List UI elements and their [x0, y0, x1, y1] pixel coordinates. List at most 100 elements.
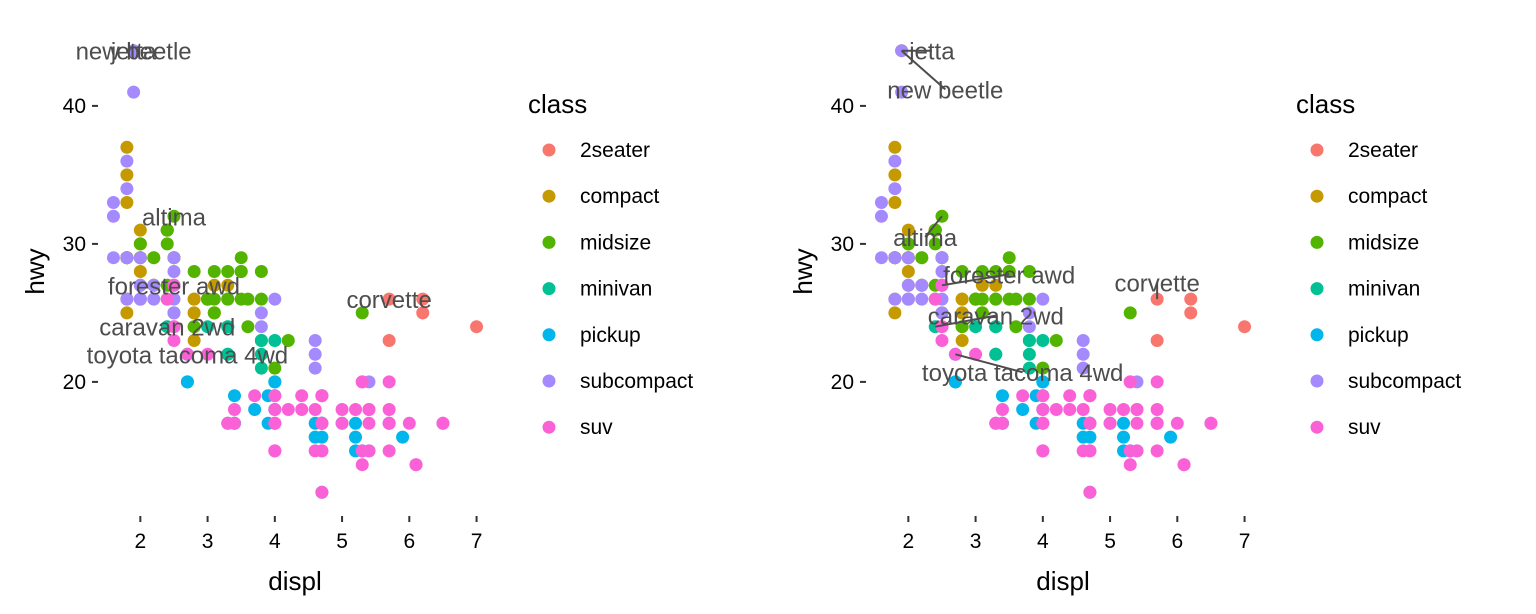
- data-point-2seater: [1238, 320, 1252, 334]
- data-point-midsize: [975, 306, 989, 320]
- data-point-subcompact: [308, 347, 322, 361]
- data-point-midsize: [241, 320, 255, 334]
- data-point-suv: [995, 416, 1009, 430]
- data-point-suv: [1177, 458, 1191, 472]
- data-point-suv: [362, 403, 376, 416]
- data-point-subcompact: [874, 251, 888, 265]
- data-point-suv: [1083, 389, 1097, 403]
- data-point-2seater: [470, 320, 484, 334]
- data-point-suv: [1130, 444, 1144, 458]
- data-point-suv: [928, 292, 942, 306]
- data-point-pickup: [308, 430, 322, 444]
- data-point-midsize: [187, 320, 201, 334]
- car-label: altima: [893, 225, 958, 252]
- data-point-suv: [248, 389, 262, 403]
- data-point-pickup: [1036, 375, 1050, 389]
- legend-label-subcompact: subcompact: [580, 370, 693, 393]
- data-point-subcompact: [935, 306, 949, 320]
- data-point-suv: [167, 278, 181, 292]
- x-tick-label: 6: [1171, 530, 1183, 553]
- data-point-suv: [436, 416, 450, 430]
- data-point-subcompact: [167, 306, 181, 320]
- data-point-minivan: [254, 334, 268, 347]
- data-point-compact: [187, 334, 201, 347]
- data-point-suv: [1036, 444, 1050, 458]
- car-label: altima: [142, 204, 207, 231]
- data-point-subcompact: [308, 334, 322, 347]
- data-point-suv: [1016, 389, 1030, 403]
- data-point-pickup: [995, 389, 1009, 403]
- data-point-pickup: [349, 430, 363, 444]
- y-tick-label: 30: [831, 233, 854, 256]
- legend-key-pickup: [1310, 328, 1324, 342]
- legend-key-2seater: [542, 143, 556, 157]
- data-point-midsize: [221, 265, 235, 278]
- data-point-suv: [349, 403, 363, 416]
- data-point-compact: [955, 292, 969, 306]
- label-leader-line: [941, 273, 1010, 287]
- data-point-subcompact: [120, 154, 134, 168]
- data-point-compact: [888, 306, 902, 320]
- legend-key-compact: [542, 189, 556, 203]
- data-point-midsize: [975, 265, 989, 278]
- legend-label-midsize: midsize: [1348, 231, 1419, 254]
- legend-label-pickup: pickup: [1348, 324, 1409, 347]
- legend-title: class: [528, 89, 587, 119]
- data-point-midsize: [268, 361, 282, 375]
- data-point-pickup: [948, 375, 962, 389]
- data-point-subcompact: [874, 196, 888, 209]
- y-tick-label: 30: [63, 233, 86, 256]
- data-point-2seater: [416, 292, 430, 306]
- data-point-minivan: [989, 347, 1003, 361]
- data-point-pickup: [1164, 430, 1178, 444]
- data-point-subcompact: [1076, 347, 1090, 361]
- data-point-subcompact: [1022, 306, 1036, 320]
- data-point-suv: [180, 347, 194, 361]
- data-point-subcompact: [133, 278, 147, 292]
- legend-label-suv: suv: [1348, 416, 1381, 439]
- data-point-subcompact: [120, 182, 134, 196]
- data-point-suv: [362, 416, 376, 430]
- data-point-subcompact: [901, 292, 915, 306]
- data-point-suv: [308, 403, 322, 416]
- data-point-pickup: [1117, 416, 1131, 430]
- data-point-compact: [120, 306, 134, 320]
- data-point-midsize: [221, 292, 235, 306]
- data-point-midsize: [955, 265, 969, 278]
- data-point-midsize: [1049, 334, 1063, 347]
- data-point-subcompact: [120, 292, 134, 306]
- data-point-compact: [221, 278, 235, 292]
- data-point-suv: [382, 375, 396, 389]
- data-point-compact: [888, 140, 902, 154]
- data-point-suv: [1036, 403, 1050, 416]
- data-point-subcompact: [874, 209, 888, 223]
- car-label: new beetle: [887, 77, 1003, 104]
- data-point-subcompact: [254, 306, 268, 320]
- legend-label-pickup: pickup: [580, 324, 641, 347]
- legend-key-compact: [1310, 189, 1324, 203]
- data-point-suv: [995, 403, 1009, 416]
- data-point-suv: [295, 403, 309, 416]
- data-point-midsize: [928, 237, 942, 251]
- data-point-pickup: [1117, 430, 1131, 444]
- data-point-compact: [133, 223, 147, 237]
- x-axis-title: displ: [268, 566, 321, 596]
- legend-label-minivan: minivan: [580, 278, 652, 301]
- data-point-suv: [1063, 403, 1077, 416]
- data-point-midsize: [133, 237, 147, 251]
- data-point-subcompact: [1076, 334, 1090, 347]
- x-axis-title: displ: [1036, 566, 1089, 596]
- data-point-suv: [281, 403, 295, 416]
- data-point-midsize: [989, 265, 1003, 278]
- x-tick-label: 2: [135, 530, 147, 553]
- legend-key-pickup: [542, 328, 556, 342]
- legend-label-minivan: minivan: [1348, 278, 1420, 301]
- data-point-subcompact: [120, 251, 134, 265]
- data-point-pickup: [268, 375, 282, 389]
- data-point-suv: [315, 485, 329, 499]
- legend-title: class: [1296, 89, 1355, 119]
- data-point-midsize: [234, 292, 248, 306]
- data-point-pickup: [227, 389, 241, 403]
- data-point-suv: [362, 444, 376, 458]
- data-point-subcompact: [133, 251, 147, 265]
